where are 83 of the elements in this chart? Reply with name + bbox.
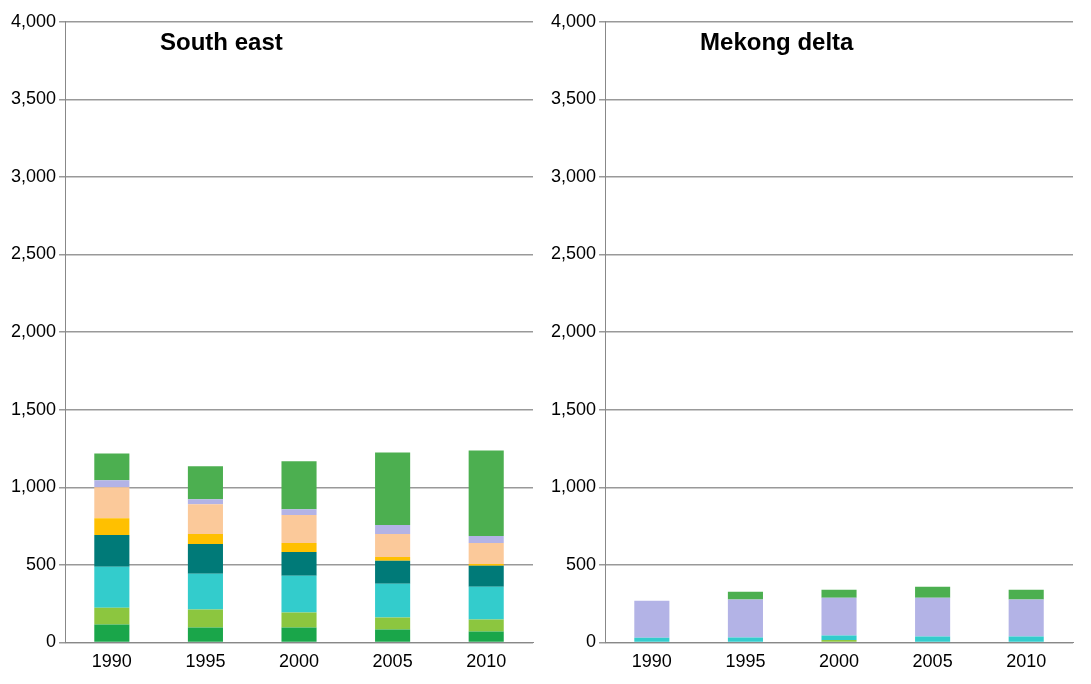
bar	[281, 461, 317, 510]
y-tick-label: 4,000	[551, 10, 597, 31]
bar	[187, 504, 223, 534]
y-tick-label: 2,500	[551, 243, 597, 264]
y-tick-label: 1,000	[551, 476, 597, 497]
bar	[468, 631, 504, 642]
x-tick-label: 2010	[466, 651, 507, 672]
bar	[187, 499, 223, 505]
x-tick-label: 2010	[1006, 651, 1047, 672]
y-tick-label: 3,500	[551, 88, 597, 109]
bar	[468, 535, 504, 543]
bar	[468, 619, 504, 632]
bar	[281, 542, 317, 552]
bar	[1008, 636, 1044, 642]
bar	[94, 535, 130, 567]
bar	[727, 591, 763, 600]
y-tick-label: 1,500	[551, 398, 597, 419]
bar	[468, 542, 504, 564]
bar	[94, 480, 130, 488]
x-tick-label: 1990	[631, 651, 672, 672]
bar	[634, 600, 670, 638]
x-tick-label: 1995	[725, 651, 766, 672]
bar	[375, 556, 411, 561]
y-tick-label: 2,000	[11, 321, 57, 342]
bar	[821, 589, 857, 598]
x-tick-label: 2000	[819, 651, 860, 672]
bar	[281, 575, 317, 613]
bar	[187, 609, 223, 628]
bar	[281, 515, 317, 543]
bar	[468, 586, 504, 620]
bar	[727, 637, 763, 642]
bar	[375, 525, 411, 534]
y-tick-label: 500	[26, 553, 57, 574]
chart-title: South east	[160, 28, 283, 56]
bar	[94, 566, 130, 608]
bar	[187, 627, 223, 642]
chart-title: Mekong delta	[700, 28, 855, 56]
y-tick-label: 3,000	[551, 165, 597, 186]
bar	[468, 565, 504, 587]
bar	[1008, 599, 1044, 637]
y-tick-label: 0	[46, 631, 57, 652]
bar	[94, 607, 130, 625]
bar	[821, 635, 857, 641]
bar	[94, 453, 130, 481]
bar	[915, 597, 951, 637]
bar	[375, 452, 411, 526]
bar	[375, 617, 411, 630]
y-tick-label: 2,000	[551, 321, 597, 342]
bar	[915, 636, 951, 642]
bar	[375, 629, 411, 642]
y-tick-label: 2,500	[11, 243, 57, 264]
bar	[281, 551, 317, 576]
bar	[94, 487, 130, 519]
x-tick-label: 2000	[279, 651, 320, 672]
bar	[281, 509, 317, 516]
x-tick-label: 2005	[912, 651, 953, 672]
bar	[187, 466, 223, 500]
bar	[1008, 589, 1044, 600]
bar	[821, 597, 857, 636]
bar	[281, 627, 317, 642]
x-tick-label: 1990	[91, 651, 132, 672]
y-tick-label: 4,000	[11, 10, 57, 31]
y-tick-label: 3,500	[11, 88, 57, 109]
bar	[187, 573, 223, 610]
bar	[281, 612, 317, 628]
bar	[634, 637, 670, 642]
y-tick-label: 0	[586, 631, 597, 652]
bar	[727, 599, 763, 638]
bar	[94, 518, 130, 536]
bar	[468, 450, 504, 536]
bar	[187, 543, 223, 574]
y-tick-label: 1,500	[11, 398, 57, 419]
y-tick-label: 1,000	[11, 476, 57, 497]
y-tick-label: 3,000	[11, 165, 57, 186]
bar	[915, 586, 951, 598]
bar	[375, 583, 411, 618]
bar	[375, 533, 411, 557]
bar	[187, 533, 223, 544]
bar	[375, 560, 411, 584]
x-tick-label: 2005	[372, 651, 413, 672]
y-tick-label: 500	[566, 553, 597, 574]
bar	[94, 624, 130, 642]
x-tick-label: 1995	[185, 651, 226, 672]
